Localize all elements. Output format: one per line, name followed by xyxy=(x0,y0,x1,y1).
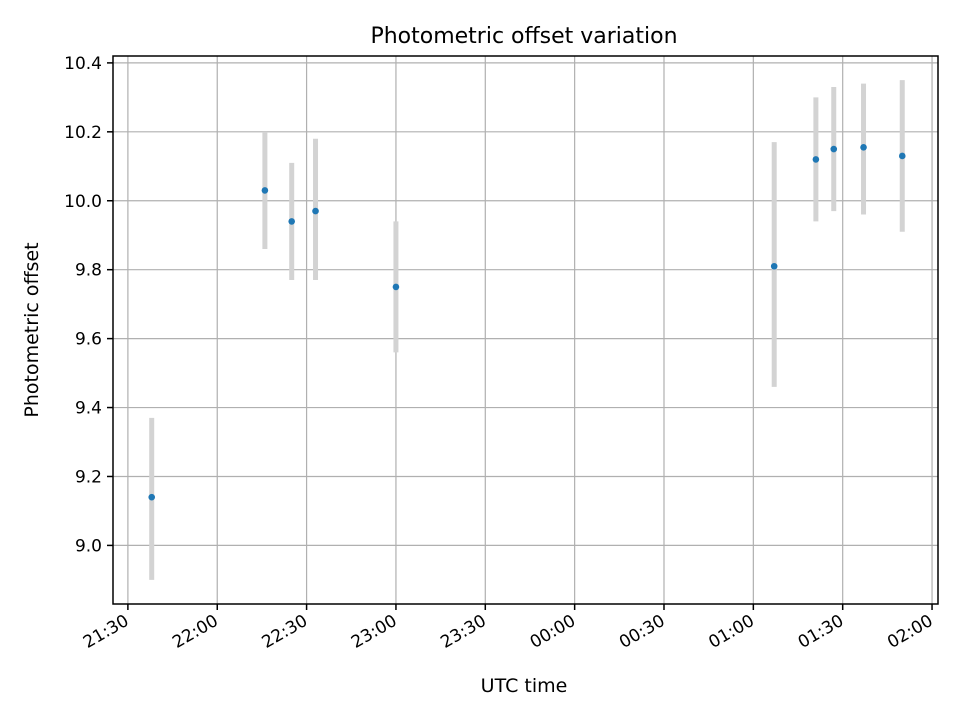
x-axis-label: UTC time xyxy=(481,675,568,697)
data-point xyxy=(312,207,319,215)
x-tick-label: 22:30 xyxy=(259,611,311,653)
data-point xyxy=(288,218,296,225)
y-axis: 9.0 9.2 9.4 9.6 9.8 10.0 10.2 10.4 xyxy=(64,54,113,556)
data-points xyxy=(148,144,906,501)
x-tick-label: 23:30 xyxy=(437,611,489,653)
x-tick-label: 21:30 xyxy=(80,611,132,653)
data-point xyxy=(148,493,156,501)
x-tick-label: 02:00 xyxy=(884,611,936,653)
data-point xyxy=(898,152,906,160)
data-point xyxy=(812,156,820,163)
x-tick-label: 00:30 xyxy=(616,611,668,653)
x-tick-label: 22:00 xyxy=(169,611,221,653)
x-tick-label: 01:00 xyxy=(705,611,757,653)
chart-title: Photometric offset variation xyxy=(370,24,677,49)
plot-frame xyxy=(112,55,939,605)
data-point xyxy=(261,187,269,194)
data-point xyxy=(860,144,867,151)
data-point xyxy=(830,145,838,153)
grid xyxy=(113,56,938,604)
x-tick-label: 00:00 xyxy=(527,611,579,653)
y-tick-label: 9.2 xyxy=(75,467,102,487)
y-tick-label: 10.2 xyxy=(64,123,102,143)
x-tick-label: 23:00 xyxy=(348,611,400,653)
data-point xyxy=(392,283,400,291)
x-axis: 21:30 22:00 22:30 23:00 23:30 00:00 00:30 01:00… xyxy=(80,604,937,653)
x-tick-label: 01:30 xyxy=(795,611,847,653)
y-tick-label: 9.4 xyxy=(75,399,102,419)
y-tick-label: 10.4 xyxy=(64,54,102,74)
y-tick-label: 9.0 xyxy=(75,536,102,556)
error-bars xyxy=(149,80,905,580)
data-point xyxy=(770,262,778,270)
y-tick-label: 10.0 xyxy=(64,192,102,212)
y-axis-label: Photometric offset xyxy=(21,242,43,417)
y-tick-label: 9.6 xyxy=(75,330,102,350)
y-tick-label: 9.8 xyxy=(75,261,102,281)
